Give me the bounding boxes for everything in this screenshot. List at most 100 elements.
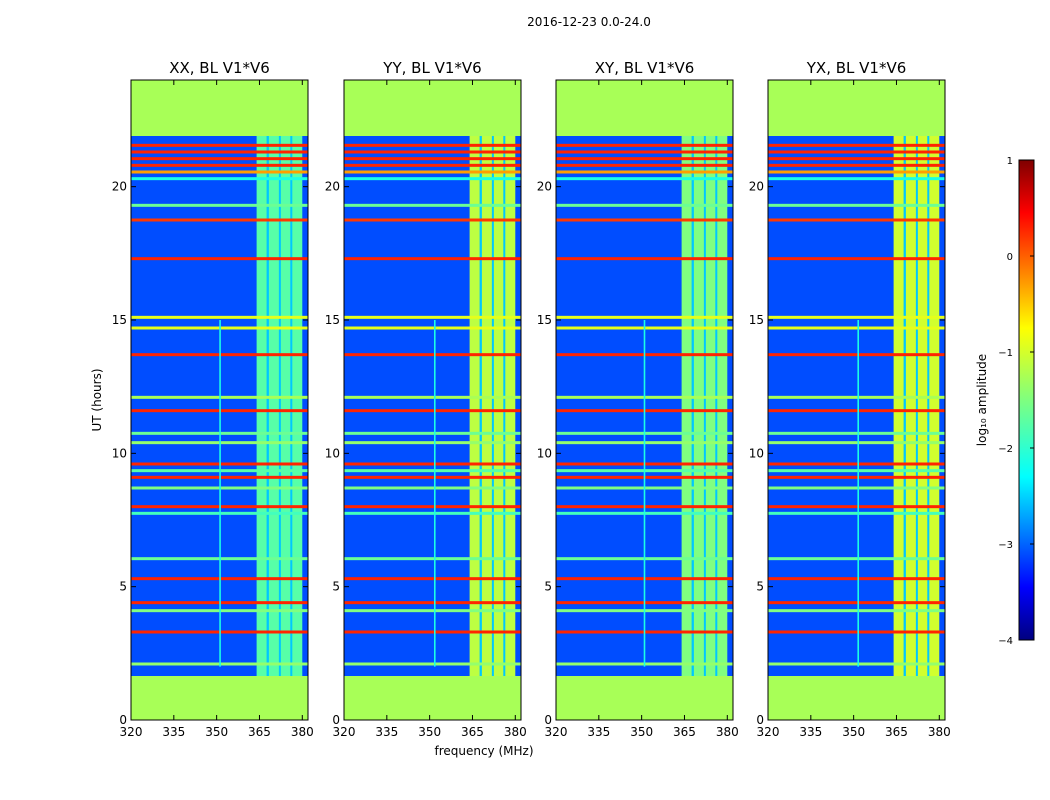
time-feature-line [344, 601, 521, 605]
colorbar-label: log₁₀ amplitude [975, 354, 989, 446]
time-feature-line [768, 475, 945, 479]
x-tick-label: 380 [716, 725, 739, 739]
time-feature-line [556, 218, 733, 222]
time-feature-line [768, 609, 945, 613]
colorbar-tick-label: −3 [998, 540, 1013, 551]
y-tick-label: 15 [537, 313, 552, 327]
x-tick-label: 335 [799, 725, 822, 739]
y-tick-label: 15 [112, 313, 127, 327]
x-tick-label: 380 [291, 725, 314, 739]
time-feature-line [556, 257, 733, 261]
time-feature-line [768, 505, 945, 509]
x-tick-label: 320 [120, 725, 143, 739]
rfi-band-gap [491, 136, 494, 676]
y-tick-label: 0 [756, 713, 764, 727]
rfi-band-gap [927, 136, 930, 676]
spectral-line [857, 320, 860, 667]
colorbar-ticks: 1 0 −1 −2 −3 −4 [998, 156, 1034, 647]
y-tick-label: 5 [119, 580, 127, 594]
time-feature-line [344, 441, 521, 445]
y-tick-label: 15 [749, 313, 764, 327]
flagged-region [344, 676, 521, 720]
time-feature-line [344, 469, 521, 473]
time-feature-line [344, 486, 521, 490]
time-feature-line [556, 170, 733, 174]
colorbar-tick-label: −1 [998, 348, 1013, 359]
flagged-region [768, 676, 945, 720]
panel-frame [130, 79, 309, 721]
time-feature-line [344, 218, 521, 222]
time-feature-line [344, 462, 521, 466]
y-tick-label: 10 [537, 446, 552, 460]
flagged-region [556, 80, 733, 136]
rfi-band-gap [915, 136, 918, 676]
y-tick-label: 0 [544, 713, 552, 727]
time-feature-line [344, 630, 521, 634]
colorbar-tick-label: 0 [1007, 252, 1013, 263]
time-feature-line [344, 177, 521, 181]
x-tick-label: 320 [757, 725, 780, 739]
panel-title: XX, BL V1*V6 [169, 59, 270, 77]
x-tick-label: 365 [673, 725, 696, 739]
time-feature-line [131, 203, 308, 207]
time-feature-line [768, 143, 945, 147]
y-tick-label: 20 [112, 180, 127, 194]
panel-title: XY, BL V1*V6 [595, 59, 695, 77]
y-tick-label: 0 [332, 713, 340, 727]
y-tick-label: 10 [749, 446, 764, 460]
x-tick-label: 350 [418, 725, 441, 739]
time-feature-line [344, 257, 521, 261]
time-feature-line [768, 257, 945, 261]
time-feature-line [556, 203, 733, 207]
time-feature-line [344, 577, 521, 581]
time-feature-line [768, 441, 945, 445]
time-feature-line [768, 157, 945, 161]
time-feature-line [768, 662, 945, 666]
time-feature-line [556, 315, 733, 319]
time-feature-line [768, 557, 945, 561]
colorbar-tick-label: 1 [1007, 156, 1013, 167]
time-feature-line [344, 143, 521, 147]
flagged-region [131, 676, 308, 720]
time-feature-line [344, 163, 521, 167]
time-feature-line [131, 163, 308, 167]
y-axis-label: UT (hours) [90, 368, 104, 431]
colorbar-gradient [1018, 159, 1035, 641]
y-tick-label: 0 [119, 713, 127, 727]
x-tick-label: 380 [504, 725, 527, 739]
rfi-band-gap [715, 136, 718, 676]
time-feature-line [768, 150, 945, 154]
colorbar-tick-label: −2 [998, 444, 1013, 455]
time-feature-line [344, 157, 521, 161]
time-feature-line [556, 143, 733, 147]
rfi-band-gap [691, 136, 694, 676]
y-tick-label: 5 [544, 580, 552, 594]
colorbar: 1 0 −1 −2 −3 −4 log₁₀ amplitude [975, 156, 1035, 647]
time-feature-line [768, 395, 945, 399]
y-tick-label: 20 [325, 180, 340, 194]
time-feature-line [768, 218, 945, 222]
flagged-region [768, 80, 945, 136]
flagged-region [556, 676, 733, 720]
time-feature-line [768, 409, 945, 413]
time-feature-line [344, 150, 521, 154]
time-feature-line [131, 257, 308, 261]
time-feature-line [131, 177, 308, 181]
time-feature-line [768, 315, 945, 319]
time-feature-line [344, 315, 521, 319]
time-feature-line [131, 150, 308, 154]
time-feature-line [344, 511, 521, 515]
figure-title: 2016-12-23 0.0-24.0 [527, 15, 651, 29]
panel-frame [555, 79, 734, 721]
time-feature-line [344, 609, 521, 613]
x-tick-label: 365 [885, 725, 908, 739]
time-feature-line [768, 170, 945, 174]
time-feature-line [344, 505, 521, 509]
panel-frame [343, 79, 522, 721]
rfi-band-gap [703, 136, 706, 676]
time-feature-line [556, 150, 733, 154]
panel-4: YX, BL V1*V6 320 335 350 365 380 0 5 10 15 20 [749, 59, 951, 739]
time-feature-line [768, 511, 945, 515]
x-tick-label: 365 [461, 725, 484, 739]
